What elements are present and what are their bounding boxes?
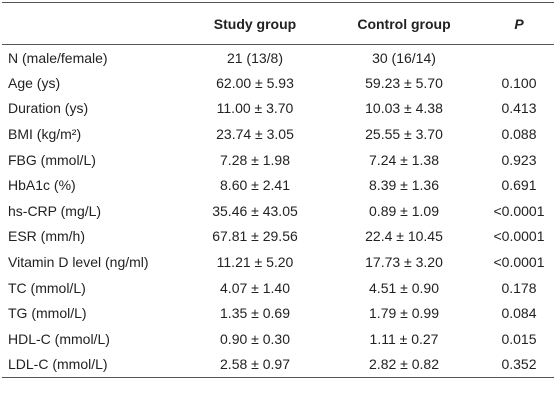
table-cell: 4.51 ± 0.90 xyxy=(369,279,439,296)
table-cell: 11.21 ± 5.20 xyxy=(216,254,294,271)
table-body: N (male/female) 21 (13/8) 30 (16/14) Age (y… xyxy=(2,45,554,378)
table-cell: <0.0001 xyxy=(493,202,545,219)
table-cell: 59.23 ± 5.70 xyxy=(365,74,443,91)
header-cell: Control group xyxy=(357,15,451,32)
row-label: Age (ys) xyxy=(8,74,61,91)
table-cell: 22.4 ± 10.45 xyxy=(365,228,443,245)
table-row: Vitamin D level (ng/ml) 11.21 ± 5.20 17.73… xyxy=(2,249,554,275)
table-cell: 0.352 xyxy=(501,356,537,373)
row-label: Vitamin D level (ng/ml) xyxy=(8,254,149,271)
table-row: LDL-C (mmol/L) 2.58 ± 0.97 2.82 ± 0.82 0.35… xyxy=(2,352,554,378)
table-cell: 1.11 ± 0.27 xyxy=(369,330,439,347)
table-row: ESR (mm/h) 67.81 ± 29.56 22.4 ± 10.45 <0.00… xyxy=(2,224,554,250)
table-cell: 23.74 ± 3.05 xyxy=(216,126,294,143)
row-label: HDL-C (mmol/L) xyxy=(8,330,110,347)
row-label: TG (mmol/L) xyxy=(8,305,87,322)
table-cell: 7.28 ± 1.98 xyxy=(220,151,290,168)
table-cell: 0.90 ± 0.30 xyxy=(220,330,290,347)
table-cell: 0.691 xyxy=(501,177,537,194)
table-cell: 0.178 xyxy=(501,279,537,296)
table-row: N (male/female) 21 (13/8) 30 (16/14) xyxy=(2,45,554,71)
table-row: TG (mmol/L) 1.35 ± 0.69 1.79 ± 0.99 0.084 xyxy=(2,300,554,326)
table-cell: 17.73 ± 3.20 xyxy=(365,254,443,271)
header-cell: P xyxy=(514,15,524,32)
table-row: Age (ys) 62.00 ± 5.93 59.23 ± 5.70 0.100 xyxy=(2,70,554,96)
table-cell: 0.413 xyxy=(501,100,537,117)
table-row: hs-CRP (mg/L) 35.46 ± 43.05 0.89 ± 1.09 <0.… xyxy=(2,198,554,224)
table-cell: <0.0001 xyxy=(493,228,545,245)
table-row: BMI (kg/m²) 23.74 ± 3.05 25.55 ± 3.70 0.088 xyxy=(2,121,554,147)
table-cell: 21 (13/8) xyxy=(226,49,284,66)
table-cell: 62.00 ± 5.93 xyxy=(216,74,294,91)
header-cell: Study group xyxy=(213,15,297,32)
table-cell: 0.89 ± 1.09 xyxy=(369,202,439,219)
row-label: N (male/female) xyxy=(8,49,108,66)
header-cell xyxy=(2,3,186,45)
table-cell: 11.00 ± 3.70 xyxy=(216,100,294,117)
row-label: hs-CRP (mg/L) xyxy=(8,202,102,219)
table-row: HDL-C (mmol/L) 0.90 ± 0.30 1.11 ± 0.27 0.01… xyxy=(2,326,554,352)
row-label: HbA1c (%) xyxy=(8,177,76,194)
table-cell: 0.088 xyxy=(501,126,537,143)
table-cell: 4.07 ± 1.40 xyxy=(220,279,290,296)
data-table: Study group Control group P N (male/fema… xyxy=(2,2,554,378)
table-cell: 0.015 xyxy=(501,330,537,347)
table-cell: 30 (16/14) xyxy=(372,49,436,66)
table-row: HbA1c (%) 8.60 ± 2.41 8.39 ± 1.36 0.691 xyxy=(2,172,554,198)
table-cell: 8.60 ± 2.41 xyxy=(220,177,290,194)
row-label: ESR (mm/h) xyxy=(8,228,85,245)
table-row: Duration (ys) 11.00 ± 3.70 10.03 ± 4.38 0.4… xyxy=(2,96,554,122)
table-cell xyxy=(484,45,554,71)
table-cell: 25.55 ± 3.70 xyxy=(365,126,443,143)
row-label: LDL-C (mmol/L) xyxy=(8,356,108,373)
table-cell: 2.58 ± 0.97 xyxy=(220,356,290,373)
table-cell: 35.46 ± 43.05 xyxy=(212,202,298,219)
table-header: Study group Control group P xyxy=(2,2,554,45)
table-cell: 7.24 ± 1.38 xyxy=(369,151,439,168)
row-label: FBG (mmol/L) xyxy=(8,151,96,168)
table-cell: 1.35 ± 0.69 xyxy=(220,305,290,322)
table-cell: <0.0001 xyxy=(493,254,545,271)
row-label: BMI (kg/m²) xyxy=(8,126,82,143)
table-cell: 0.923 xyxy=(501,151,537,168)
table-cell: 10.03 ± 4.38 xyxy=(365,100,443,117)
table-row: TC (mmol/L) 4.07 ± 1.40 4.51 ± 0.90 0.178 xyxy=(2,275,554,301)
table-cell: 0.100 xyxy=(501,74,537,91)
table-row: FBG (mmol/L) 7.28 ± 1.98 7.24 ± 1.38 0.923 xyxy=(2,147,554,173)
row-label: TC (mmol/L) xyxy=(8,279,86,296)
row-label: Duration (ys) xyxy=(8,100,89,117)
table-cell: 1.79 ± 0.99 xyxy=(369,305,439,322)
table-cell: 8.39 ± 1.36 xyxy=(369,177,439,194)
header-row: Study group Control group P xyxy=(2,2,554,45)
table-cell: 2.82 ± 0.82 xyxy=(369,356,439,373)
table-cell: 0.084 xyxy=(501,305,537,322)
table-cell: 67.81 ± 29.56 xyxy=(212,228,298,245)
